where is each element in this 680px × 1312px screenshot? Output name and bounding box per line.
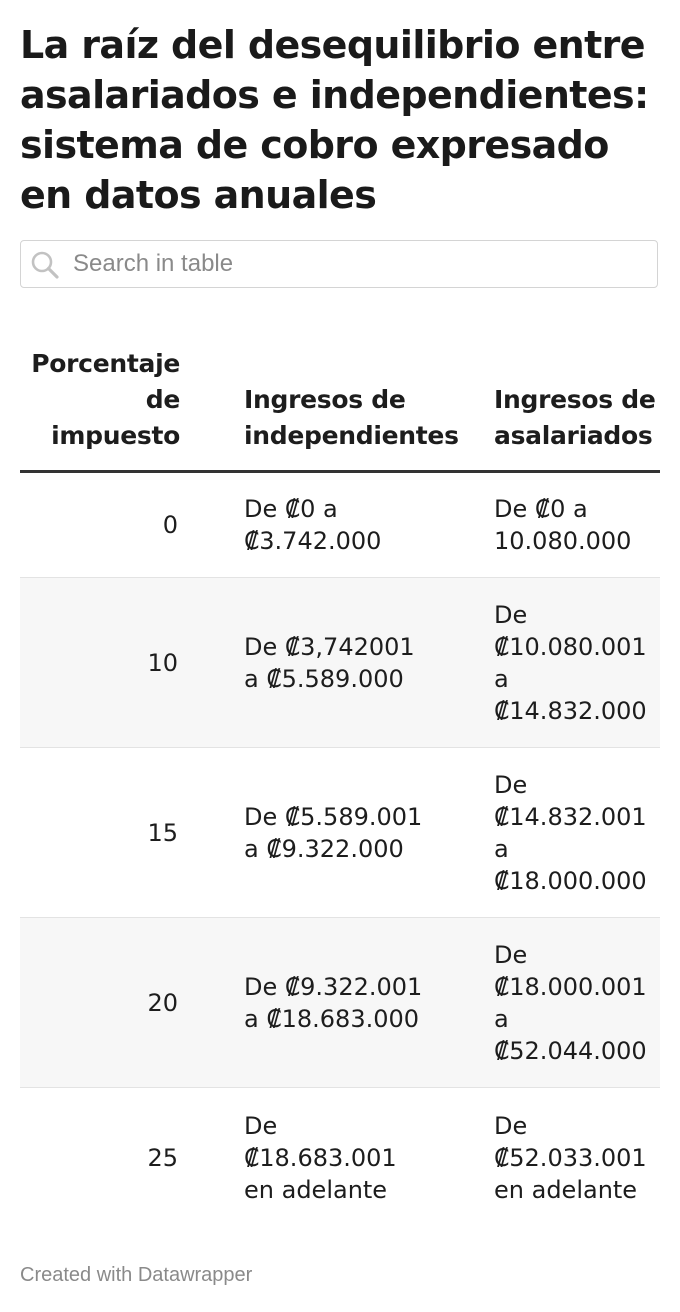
footer-credit-link[interactable]: Created with Datawrapper xyxy=(20,1264,253,1286)
cell-porcentaje: 25 xyxy=(147,1143,178,1172)
column-header-asalariados[interactable]: Ingresos de asalariados xyxy=(494,340,660,473)
cell-independientes: De ₡0 a ₡3.742.000 xyxy=(244,471,430,578)
cell-independientes: De ₡18.683.001 en adelante xyxy=(244,1111,397,1204)
column-header-porcentaje[interactable]: Porcentaje de impuesto xyxy=(20,340,180,473)
cell-porcentaje: 0 xyxy=(20,471,180,578)
cell-independientes: De ₡5.589.001 a ₡9.322.000 xyxy=(244,747,430,918)
cell-asalariados: De ₡10.080.001 a ₡14.832.000 xyxy=(494,577,660,748)
table-row: 0 De ₡0 a ₡3.742.000 De ₡0 a 10.080.000 xyxy=(20,471,660,578)
cell-asalariados: De ₡52.033.001 en adelante xyxy=(494,1111,647,1204)
table-row: 15 De ₡5.589.001 a ₡9.322.000 De ₡14.832… xyxy=(20,747,660,918)
cell-asalariados: De ₡14.832.001 a ₡18.000.000 xyxy=(494,747,660,918)
table-search-box[interactable] xyxy=(20,240,658,288)
table-header-row: Porcentaje de impuesto Ingresos de indep… xyxy=(20,340,660,473)
cell-porcentaje: 20 xyxy=(20,917,180,1088)
search-icon xyxy=(29,250,65,280)
cell-asalariados: De ₡0 a 10.080.000 xyxy=(494,471,660,578)
data-table: Porcentaje de impuesto Ingresos de indep… xyxy=(20,340,660,1228)
table-row: 10 De ₡3,742001 a ₡5.589.000 De ₡10.080.… xyxy=(20,577,660,748)
cell-asalariados: De ₡18.000.001 a ₡52.044.000 xyxy=(494,917,660,1088)
search-input[interactable] xyxy=(73,241,643,287)
chart-title: La raíz del desequilibrio entre asalaria… xyxy=(20,23,649,217)
cell-independientes: De ₡9.322.001 a ₡18.683.000 xyxy=(244,917,430,1088)
cell-independientes: De ₡3,742001 a ₡5.589.000 xyxy=(244,577,430,748)
cell-porcentaje: 15 xyxy=(20,747,180,918)
table-row: 20 De ₡9.322.001 a ₡18.683.000 De ₡18.00… xyxy=(20,917,660,1088)
table-row: 25 De ₡18.683.001 en adelante De ₡52.033… xyxy=(20,1088,660,1228)
cell-porcentaje: 10 xyxy=(20,577,180,748)
column-header-independientes[interactable]: Ingresos de independientes xyxy=(244,340,459,473)
